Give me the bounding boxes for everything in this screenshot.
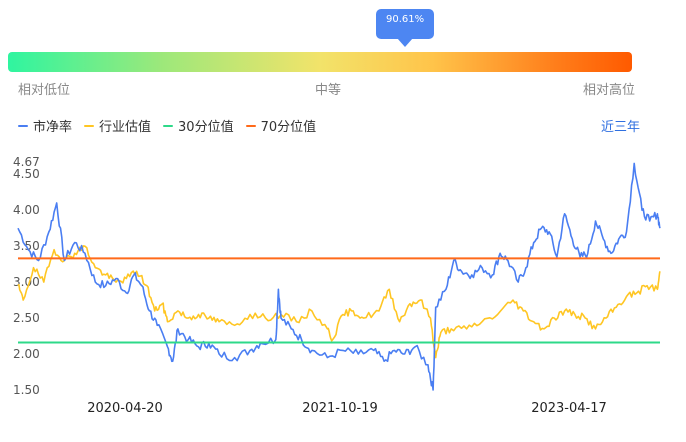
valuation-gauge: 90.61% 相对低位 中等 相对高位 xyxy=(0,0,686,100)
y-tick-label: 3.00 xyxy=(13,275,40,289)
gauge-label-mid: 中等 xyxy=(315,83,342,98)
series-line-industry xyxy=(17,245,661,359)
range-selector-3y[interactable]: 近三年 xyxy=(600,120,640,135)
gauge-gradient-bar xyxy=(8,52,632,72)
y-tick-label: 2.00 xyxy=(13,347,40,361)
legend-swatch-industry xyxy=(84,124,95,127)
series-line-pb xyxy=(17,162,661,391)
chart-legend: 市净率 行业估值 30分位值 70分位值 xyxy=(18,116,316,135)
x-tick-label: 2023-04-17 xyxy=(531,401,607,416)
legend-item-industry[interactable]: 行业估值 xyxy=(84,116,151,135)
legend-label-p30: 30分位值 xyxy=(178,120,234,135)
legend-swatch-pb xyxy=(18,124,28,127)
gauge-label-low: 相对低位 xyxy=(18,83,71,98)
y-tick-label: 1.50 xyxy=(13,383,40,397)
legend-item-p30[interactable]: 30分位值 xyxy=(163,116,234,135)
legend-swatch-p70 xyxy=(245,124,256,127)
legend-swatch-p30 xyxy=(163,124,174,127)
y-tick-label: 4.67 xyxy=(13,155,40,169)
x-tick-label: 2020-04-20 xyxy=(87,401,163,416)
gauge-label-high: 相对高位 xyxy=(583,83,636,98)
y-tick-label: 2.50 xyxy=(13,311,40,325)
legend-label-pb: 市净率 xyxy=(33,120,73,135)
legend-label-industry: 行业估值 xyxy=(99,120,152,135)
x-tick-label: 2021-10-19 xyxy=(302,401,378,416)
legend-item-pb[interactable]: 市净率 xyxy=(18,116,72,135)
y-tick-label: 4.50 xyxy=(13,167,40,181)
percentile-tooltip: 90.61% xyxy=(376,9,435,47)
y-tick-label: 4.00 xyxy=(13,203,40,217)
legend-label-p70: 70分位值 xyxy=(260,120,317,135)
legend-item-p70[interactable]: 70分位值 xyxy=(245,116,317,135)
